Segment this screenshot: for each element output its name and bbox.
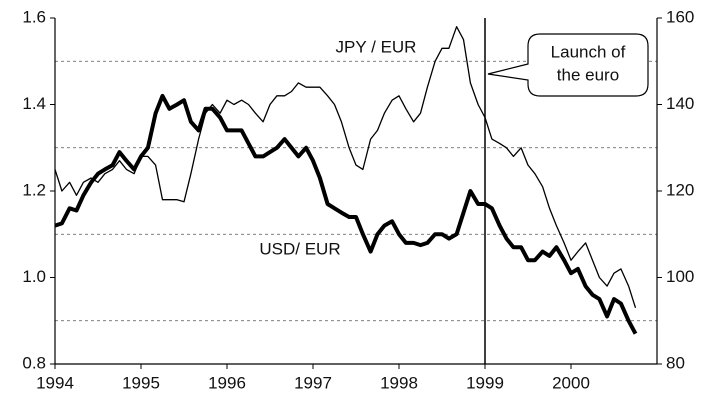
y2-tick-label: 80 <box>666 353 685 372</box>
y-tick-label: 1.4 <box>22 94 46 113</box>
x-tick-label: 1998 <box>380 373 418 392</box>
x-tick-label: 2000 <box>552 373 590 392</box>
series-label: JPY / EUR <box>336 37 417 56</box>
callout-text: Launch of <box>551 42 626 61</box>
y2-tick-label: 100 <box>666 267 694 286</box>
y-tick-label: 1.6 <box>22 7 46 26</box>
series-line <box>54 26 637 308</box>
x-tick-label: 1994 <box>36 373 74 392</box>
y2-tick-label: 120 <box>666 180 694 199</box>
y2-tick-label: 160 <box>666 7 694 26</box>
x-tick-label: 1999 <box>466 373 504 392</box>
y2-tick-label: 140 <box>666 94 694 113</box>
callout-text: the euro <box>557 65 619 84</box>
x-tick-label: 1997 <box>294 373 332 392</box>
x-tick-label: 1995 <box>122 373 160 392</box>
y-tick-label: 1.2 <box>22 180 46 199</box>
series-label: USD/ EUR <box>259 239 340 258</box>
y-tick-label: 0.8 <box>22 353 46 372</box>
y-tick-label: 1.0 <box>22 267 46 286</box>
series-line <box>54 93 638 335</box>
x-tick-label: 1996 <box>208 373 246 392</box>
callout <box>487 33 649 97</box>
